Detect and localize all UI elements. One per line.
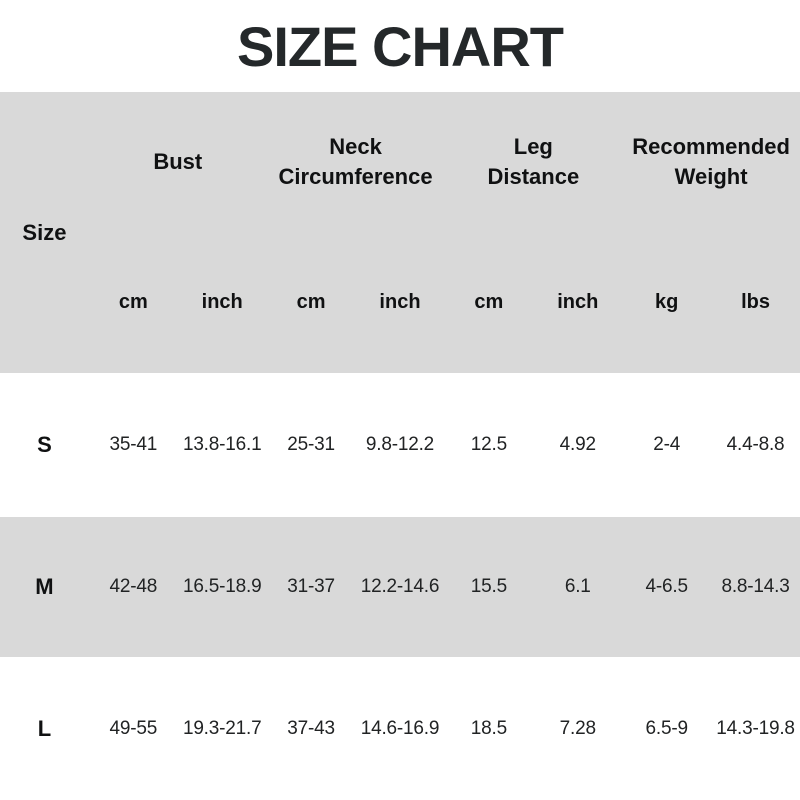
value-cell-s-leg-inch: 4.92 [559,434,596,455]
value-cell-s-bust-cm: 35-41 [109,434,158,455]
column-group-label: Neck Circumference [278,134,433,189]
value-cell-s-bust-inch: 13.8-16.1 [182,434,262,455]
value-cell-m-weight-kg: 4-6.5 [622,517,712,657]
unit-header-weight-kg: kg [622,232,712,373]
value-cell-s-neck-cm: 25-31 [287,434,335,455]
unit-header-leg-inch: inch [533,232,623,373]
column-group-label: Recommended Weight [632,134,790,189]
value-cell-m-bust-inch: 16.5-18.9 [177,517,267,657]
value-cell-s-weight-lbs: 4.4-8.8 [726,434,785,455]
value-cell-s-leg-cm: 12.5 [470,434,507,455]
value-cell-l-leg-cm: 18.5 [470,717,507,739]
unit-header-weight-lbs: lbs [711,232,800,373]
column-group-neck-circumference: Neck Circumference [266,92,445,232]
value-cell-m-weight-lbs: 8.8-14.3 [711,517,800,657]
value-cell-l-neck-cm: 37-43 [287,717,335,739]
unit-header-leg-cm: cm [444,232,534,373]
column-group-leg-distance: Leg Distance [444,92,623,232]
column-group-label: Bust [153,149,203,175]
value-cell-l-weight-lbs: 14.3-19.8 [716,717,795,739]
value-cell-l-neck-inch: 14.6-16.9 [360,717,440,739]
size-cell-s: S [37,432,52,457]
corner-size-label: Size [0,92,89,373]
value-cell-s-neck-inch: 9.8-12.2 [365,434,435,455]
size-chart-table: Size Bust Neck Circumference Leg Distanc… [0,92,800,800]
title-bar: SIZE CHART [0,0,800,92]
value-cell-l-bust-cm: 49-55 [109,717,158,739]
value-cell-m-neck-cm: 31-37 [266,517,356,657]
value-cell-l-weight-kg: 6.5-9 [645,717,689,739]
column-group-label: Leg Distance [487,134,580,189]
page-title: SIZE CHART [237,14,564,78]
size-cell-l: L [37,715,52,741]
value-cell-l-bust-inch: 19.3-21.7 [182,717,262,739]
value-cell-s-weight-kg: 2-4 [653,434,681,455]
value-cell-m-bust-cm: 42-48 [88,517,178,657]
unit-header-neck-cm: cm [266,232,356,373]
value-cell-m-leg-cm: 15.5 [444,517,534,657]
unit-header-neck-inch: inch [355,232,445,373]
value-cell-m-neck-inch: 12.2-14.6 [355,517,445,657]
value-cell-m-leg-inch: 6.1 [533,517,623,657]
value-cell-l-leg-inch: 7.28 [559,717,596,739]
column-group-recommended-weight: Recommended Weight [622,92,800,232]
unit-header-bust-inch: inch [177,232,267,373]
column-group-bust: Bust [88,92,267,232]
unit-header-bust-cm: cm [88,232,178,373]
size-cell-m: M [0,517,89,657]
